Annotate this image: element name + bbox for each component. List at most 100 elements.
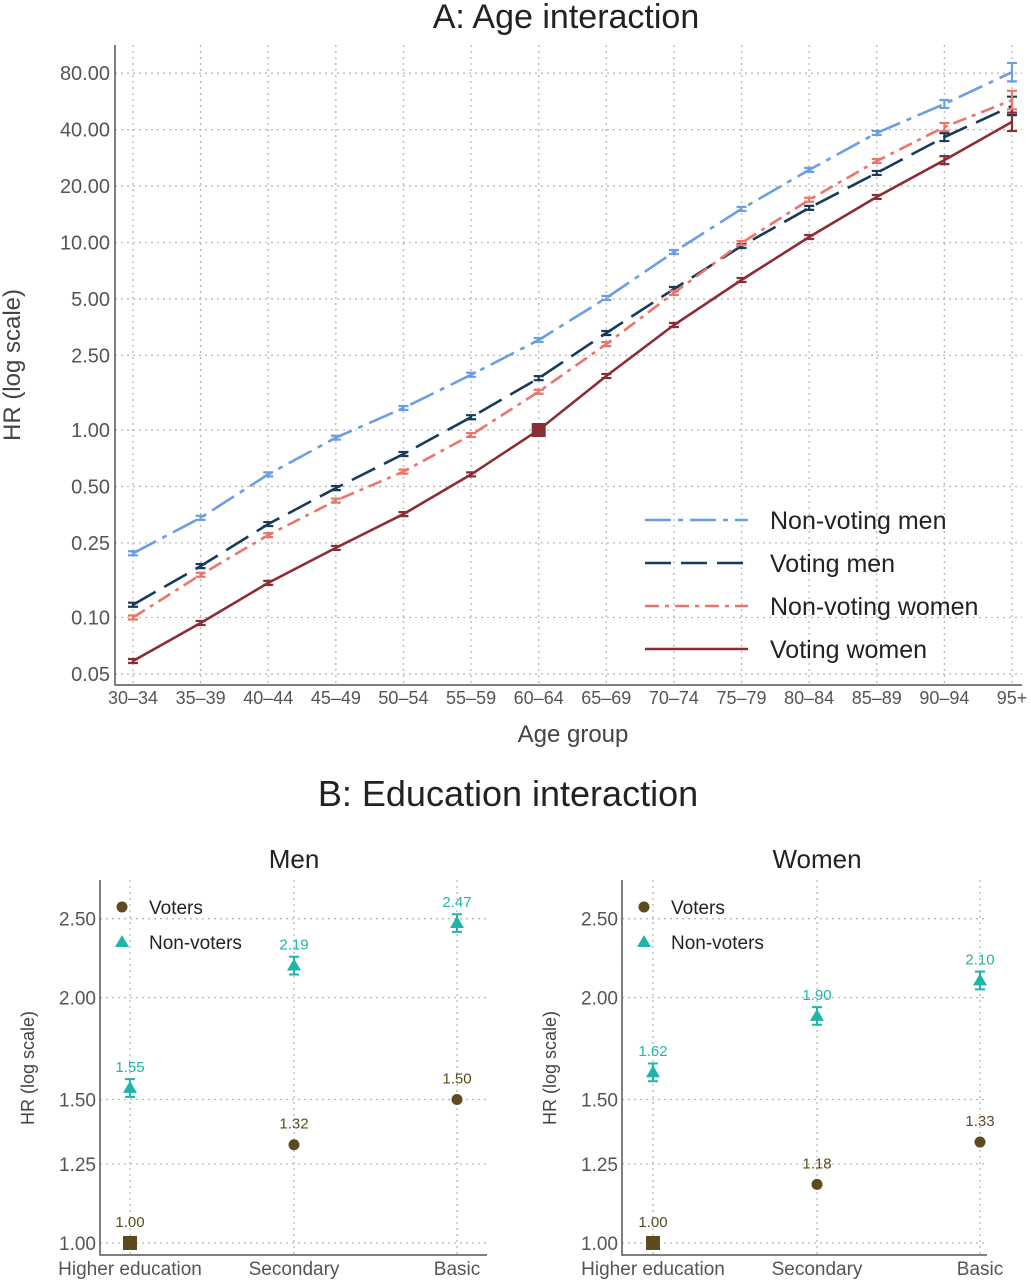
y-tick-label: 2.00 xyxy=(581,989,618,1010)
error-bar xyxy=(128,550,138,557)
error-bar xyxy=(263,579,274,586)
x-tick-label: 70–74 xyxy=(649,688,699,708)
legend-label: Non-voters xyxy=(149,933,242,954)
y-tick-label: 0.50 xyxy=(71,476,110,498)
y-tick-label: 2.00 xyxy=(59,989,96,1010)
x-tick-label: 45–49 xyxy=(311,688,361,708)
men-ylabel: HR (log scale) xyxy=(18,1011,38,1125)
series-line-0 xyxy=(132,71,1013,555)
error-bar xyxy=(330,497,341,504)
y-tick-label: 1.25 xyxy=(59,1155,96,1176)
error-bar xyxy=(736,276,747,284)
y-tick-label: 20.00 xyxy=(60,176,110,198)
data-label: 1.18 xyxy=(802,1155,831,1172)
legend-circle-icon xyxy=(638,901,650,913)
x-tick-label: 75–79 xyxy=(717,688,767,708)
error-bar xyxy=(330,544,341,552)
error-bar xyxy=(736,239,747,247)
error-bar xyxy=(128,657,138,665)
reference-point xyxy=(646,1236,660,1250)
data-label: 1.32 xyxy=(279,1116,308,1133)
error-bar xyxy=(195,562,206,570)
x-tick-label: Secondary xyxy=(249,1259,340,1280)
error-bar xyxy=(871,157,882,165)
non-voters-point xyxy=(450,915,464,928)
x-tick-label: 60–64 xyxy=(514,688,564,708)
error-bar xyxy=(330,484,341,492)
error-bar xyxy=(330,434,341,441)
error-bar xyxy=(398,510,409,518)
y-tick-label: 0.05 xyxy=(71,664,110,686)
y-tick-label: 5.00 xyxy=(71,289,110,311)
non-voters-point xyxy=(287,958,301,971)
y-tick-label: 1.25 xyxy=(581,1155,618,1176)
error-bar xyxy=(533,388,544,395)
series-line-3 xyxy=(132,120,1013,663)
error-bar xyxy=(804,233,815,241)
y-tick-label: 0.25 xyxy=(71,533,110,555)
legend-label: Voters xyxy=(149,898,203,919)
error-bar xyxy=(466,471,477,478)
error-bar xyxy=(668,289,679,297)
y-tick-label: 1.50 xyxy=(581,1090,618,1111)
y-tick-label: 80.00 xyxy=(60,63,110,85)
y-tick-label: 10.00 xyxy=(60,233,110,255)
voters-point xyxy=(811,1178,823,1190)
legend-label: Voting women xyxy=(770,636,927,664)
y-tick-label: 2.50 xyxy=(71,345,110,367)
legend-circle-icon xyxy=(116,901,128,913)
y-tick-label: 1.00 xyxy=(71,420,110,442)
error-bar xyxy=(466,431,477,439)
voters-point xyxy=(451,1093,463,1105)
error-bar xyxy=(871,129,882,137)
error-bar xyxy=(736,205,747,213)
y-tick-label: 2.50 xyxy=(581,910,618,931)
error-bar xyxy=(398,404,409,412)
error-bar xyxy=(601,294,612,302)
error-bar xyxy=(668,321,679,329)
men-chart: 1.00 1.25 1.50 2.00 2.50 Higher education Seco… xyxy=(58,880,487,1280)
error-bar xyxy=(1007,111,1017,133)
age-chart: 0.05 0.10 0.25 0.50 1.00 2.50 5.00 10.00 20.00 40… xyxy=(60,45,1027,708)
y-tick-label: 1.00 xyxy=(581,1234,618,1255)
women-ylabel: HR (log scale) xyxy=(540,1011,560,1125)
x-tick-label: 90–94 xyxy=(919,688,969,708)
error-bar xyxy=(398,468,409,475)
error-bar xyxy=(1007,61,1017,83)
error-bar xyxy=(601,341,612,348)
series-line-1 xyxy=(132,104,1013,606)
error-bar xyxy=(263,471,274,478)
data-label: 1.33 xyxy=(965,1113,994,1130)
error-bar xyxy=(939,131,950,143)
error-bar xyxy=(1007,89,1017,111)
error-bar xyxy=(939,121,950,133)
legend-label: Voting men xyxy=(770,550,895,578)
error-bar xyxy=(804,204,815,211)
x-tick-label: 95+ xyxy=(997,688,1028,708)
error-bar xyxy=(804,196,815,203)
x-tick-label: Higher education xyxy=(58,1259,202,1280)
non-voters-point xyxy=(123,1080,137,1093)
men-panel-title: Men xyxy=(269,844,320,874)
error-bar xyxy=(804,166,815,173)
y-tick-label: 40.00 xyxy=(60,120,110,142)
x-tick-label: Basic xyxy=(434,1259,480,1280)
y-tick-label: 1.50 xyxy=(59,1090,96,1111)
y-tick-label: 0.10 xyxy=(71,608,110,630)
data-label: 1.50 xyxy=(442,1070,471,1087)
error-bar xyxy=(533,375,544,382)
x-tick-label: 30–34 xyxy=(108,688,158,708)
voters-point xyxy=(288,1139,300,1151)
error-bar xyxy=(939,98,950,110)
reference-point xyxy=(123,1236,137,1250)
error-bar xyxy=(939,155,950,166)
error-bar xyxy=(195,619,206,627)
data-label: 2.10 xyxy=(965,951,994,968)
error-bar xyxy=(871,193,882,201)
error-bar xyxy=(601,372,612,380)
error-bar xyxy=(128,614,138,621)
error-bar xyxy=(398,450,409,458)
data-label: 2.47 xyxy=(442,894,471,911)
x-tick-label: Higher education xyxy=(581,1259,725,1280)
